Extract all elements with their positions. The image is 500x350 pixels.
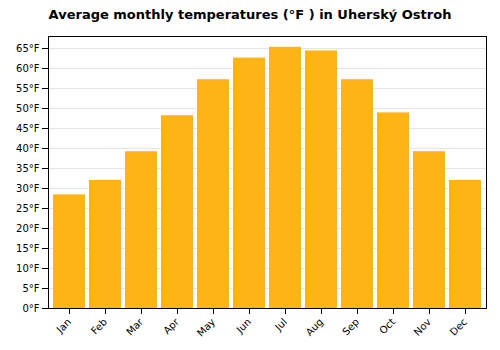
svg-text:Mar: Mar [124, 316, 146, 338]
svg-text:40°F: 40°F [16, 143, 40, 154]
svg-text:May: May [195, 316, 217, 338]
svg-text:50°F: 50°F [16, 103, 40, 114]
svg-text:20°F: 20°F [16, 223, 40, 234]
svg-text:Jun: Jun [234, 316, 254, 336]
svg-text:Oct: Oct [377, 316, 397, 336]
svg-text:Apr: Apr [161, 316, 182, 337]
svg-text:10°F: 10°F [16, 263, 40, 274]
svg-text:25°F: 25°F [16, 203, 40, 214]
svg-text:Dec: Dec [448, 316, 469, 337]
svg-text:Sep: Sep [340, 316, 361, 337]
svg-text:65°F: 65°F [16, 43, 40, 54]
svg-text:35°F: 35°F [16, 163, 40, 174]
svg-text:Jul: Jul [272, 316, 289, 333]
svg-text:15°F: 15°F [16, 243, 40, 254]
svg-text:55°F: 55°F [16, 83, 40, 94]
svg-text:Aug: Aug [304, 316, 326, 338]
svg-text:Nov: Nov [412, 316, 434, 338]
svg-text:Feb: Feb [89, 316, 109, 336]
svg-text:5°F: 5°F [22, 283, 39, 294]
html-text:Average monthly temperatures (: Average monthly temperatures (°F ) in Uh… [48, 7, 452, 22]
svg-text:45°F: 45°F [16, 123, 40, 134]
svg-text:0°F: 0°F [22, 303, 39, 314]
svg-text:60°F: 60°F [16, 63, 40, 74]
svg-text:30°F: 30°F [16, 183, 40, 194]
svg-text:Jan: Jan [54, 316, 73, 335]
